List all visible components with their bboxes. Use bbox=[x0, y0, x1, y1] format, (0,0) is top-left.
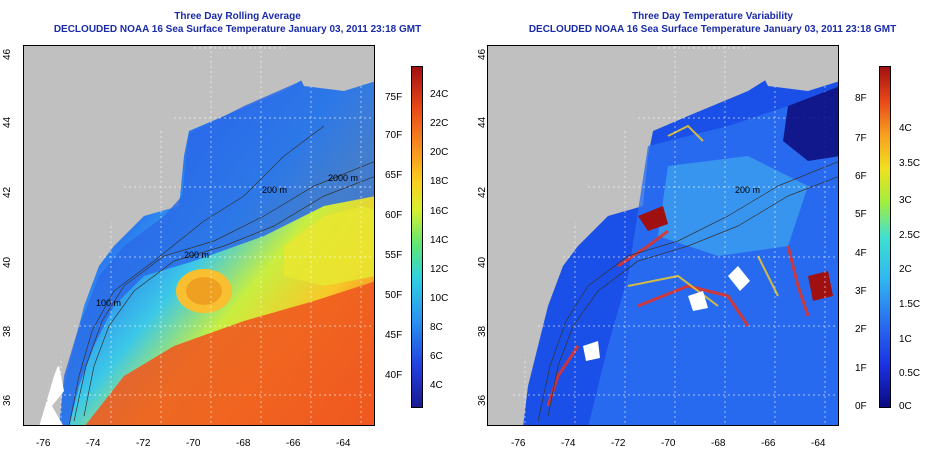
colorbar-c-label: 3C bbox=[899, 195, 912, 206]
colorbar-f-label: 45F bbox=[385, 330, 403, 341]
x-tick: -70 bbox=[186, 438, 201, 449]
colorbar-f-label: 3F bbox=[855, 286, 867, 297]
colorbar-c-label: 2C bbox=[899, 264, 912, 275]
y-tick: 44 bbox=[477, 116, 488, 128]
colorbar-c-label: 1C bbox=[899, 334, 912, 345]
sst-average-panel: Three Day Rolling Average DECLOUDED NOAA… bbox=[2, 11, 449, 449]
colorbar-c-label: 4C bbox=[430, 380, 443, 391]
temperature-colorbar bbox=[411, 66, 423, 408]
colorbar-c-label: 8C bbox=[430, 322, 443, 333]
y-tick: 40 bbox=[2, 256, 13, 268]
colorbar-c-label: 4C bbox=[899, 123, 912, 134]
colorbar-c-label: 20C bbox=[430, 147, 449, 158]
colorbar-f-label: 8F bbox=[855, 93, 867, 104]
contour-label: 200 m bbox=[184, 250, 210, 260]
colorbar-f-label: 5F bbox=[855, 209, 867, 220]
sst-variability-panel: Three Day Temperature Variability DECLOU… bbox=[475, 0, 950, 475]
y-tick: 40 bbox=[477, 256, 488, 268]
colorbar-c-label: 24C bbox=[430, 89, 449, 100]
colorbar-c-label: 2.5C bbox=[899, 230, 921, 241]
x-tick: -68 bbox=[711, 438, 726, 449]
contour-label: 200 m bbox=[735, 185, 761, 195]
colorbar-f-label: 40F bbox=[385, 370, 403, 381]
colorbar-f-label: 1F bbox=[855, 363, 867, 374]
y-tick: 38 bbox=[2, 325, 13, 337]
coast-land bbox=[24, 46, 194, 425]
y-tick: 46 bbox=[477, 48, 488, 60]
colorbar-c-label: 22C bbox=[430, 118, 449, 129]
x-tick: -68 bbox=[236, 438, 251, 449]
colorbar-f-label: 7F bbox=[855, 133, 867, 144]
colorbar-f-label: 55F bbox=[385, 250, 403, 261]
colorbar-c-label: 10C bbox=[430, 293, 449, 304]
panel-subtitle: DECLOUDED NOAA 16 Sea Surface Temperatur… bbox=[53, 24, 422, 35]
y-tick: 36 bbox=[2, 394, 13, 406]
colorbar-c-label: 6C bbox=[430, 351, 443, 362]
contour-label: 200 m bbox=[262, 185, 288, 195]
colorbar-c-label: 14C bbox=[430, 235, 449, 246]
x-tick: -74 bbox=[561, 438, 576, 449]
colorbar-f-label: 70F bbox=[385, 130, 403, 141]
y-tick: 46 bbox=[2, 48, 13, 60]
y-tick: 42 bbox=[2, 186, 13, 198]
x-tick: -72 bbox=[611, 438, 626, 449]
panel-title: Three Day Rolling Average bbox=[174, 11, 301, 22]
colorbar-f-label: 4F bbox=[855, 248, 867, 259]
x-tick: -76 bbox=[36, 438, 51, 449]
colorbar-c-label: 0C bbox=[899, 401, 912, 412]
colorbar-f-label: 75F bbox=[385, 92, 403, 103]
sst-variability-map bbox=[487, 45, 839, 426]
panel-subtitle: DECLOUDED NOAA 16 Sea Surface Temperatur… bbox=[528, 24, 897, 35]
coast-land bbox=[488, 46, 658, 425]
shelf-water bbox=[59, 61, 374, 425]
colorbar-f-label: 2F bbox=[855, 324, 867, 335]
colorbar-f-label: 65F bbox=[385, 170, 403, 181]
x-tick: -72 bbox=[136, 438, 151, 449]
y-tick: 36 bbox=[477, 394, 488, 406]
x-tick: -64 bbox=[336, 438, 351, 449]
colorbar-f-label: 6F bbox=[855, 171, 867, 182]
contour-label: 100 m bbox=[96, 298, 122, 308]
colorbar-c-label: 16C bbox=[430, 206, 449, 217]
colorbar-c-label: 12C bbox=[430, 264, 449, 275]
panel-title: Three Day Temperature Variability bbox=[632, 11, 793, 22]
x-tick: -70 bbox=[661, 438, 676, 449]
x-tick: -66 bbox=[286, 438, 301, 449]
colorbar-c-label: 0.5C bbox=[899, 368, 921, 379]
gulf-stream bbox=[85, 281, 374, 425]
sst-average-map bbox=[23, 45, 375, 426]
colorbar-f-label: 50F bbox=[385, 290, 403, 301]
x-tick: -76 bbox=[511, 438, 526, 449]
x-tick: -66 bbox=[761, 438, 776, 449]
y-tick: 44 bbox=[2, 116, 13, 128]
y-tick: 38 bbox=[477, 325, 488, 337]
variability-colorbar bbox=[879, 66, 891, 408]
x-tick: -74 bbox=[86, 438, 101, 449]
colorbar-f-label: 0F bbox=[855, 401, 867, 412]
colorbar-c-label: 1.5C bbox=[899, 299, 921, 310]
contour-label: 2000 m bbox=[328, 173, 359, 183]
colorbar-c-label: 18C bbox=[430, 176, 449, 187]
y-tick: 42 bbox=[477, 186, 488, 198]
x-tick: -64 bbox=[811, 438, 826, 449]
colorbar-c-label: 3.5C bbox=[899, 158, 921, 169]
colorbar-f-label: 60F bbox=[385, 210, 403, 221]
